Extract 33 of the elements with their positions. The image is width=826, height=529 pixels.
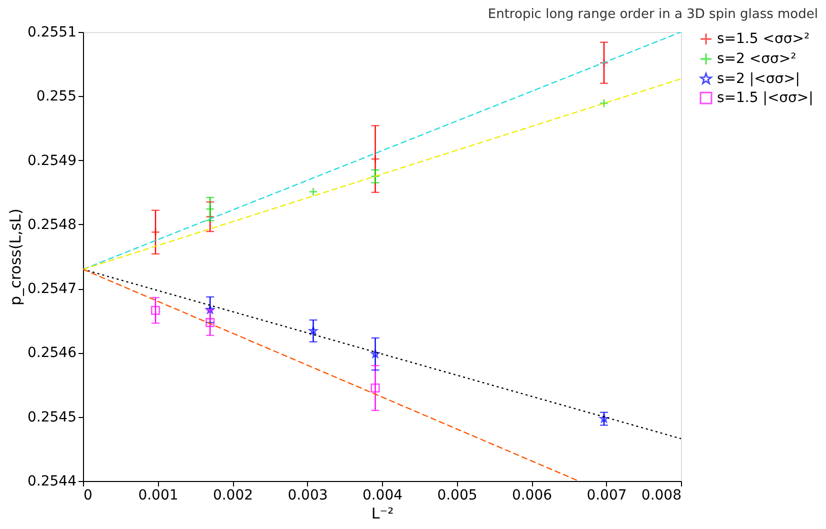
point [308,326,318,335]
point [308,187,318,196]
x-tick-label: 0 [84,488,92,504]
x-tick-label: 0.007 [586,488,627,504]
x-axis-title: L⁻² [371,504,394,522]
y-tick-label: 0.2551 [28,24,76,40]
x-tick-label: 0.008 [641,488,682,504]
legend-label: s=1.5 |<σσ>| [717,90,814,106]
point [206,305,214,314]
y-tick-label: 0.2547 [28,281,76,298]
x-tick-label: 0.004 [362,488,403,504]
y-tick-label: 0.2545 [28,409,76,426]
point [599,98,609,108]
x-tick-label: 0.003 [288,488,328,504]
y-tick-label: 0.255 [36,88,76,105]
x-tick-label: 0.006 [512,488,552,504]
legend-label: s=2 |<σσ>| [717,71,800,87]
y-tick-label: 0.2546 [28,345,77,362]
point [370,383,380,393]
legend-label: s=2 <σσ>² [717,51,796,67]
point [206,318,215,328]
chart-title: Entropic long range order in a 3D spin glass model [488,7,818,22]
y-tick-label: 0.2549 [28,152,76,169]
y-tick-label: 0.2544 [28,474,77,490]
x-tick-label: 0.005 [437,488,478,504]
point [600,414,608,423]
y-axis-title: p_cross(L,sL) [6,208,25,306]
legend-label: s=1.5 <σσ>² [717,31,810,47]
point [370,349,380,358]
point [150,306,160,315]
x-tick-label: 0.001 [138,488,178,504]
y-tick-label: 0.2548 [28,216,76,233]
x-tick-label: 0.002 [212,488,254,504]
